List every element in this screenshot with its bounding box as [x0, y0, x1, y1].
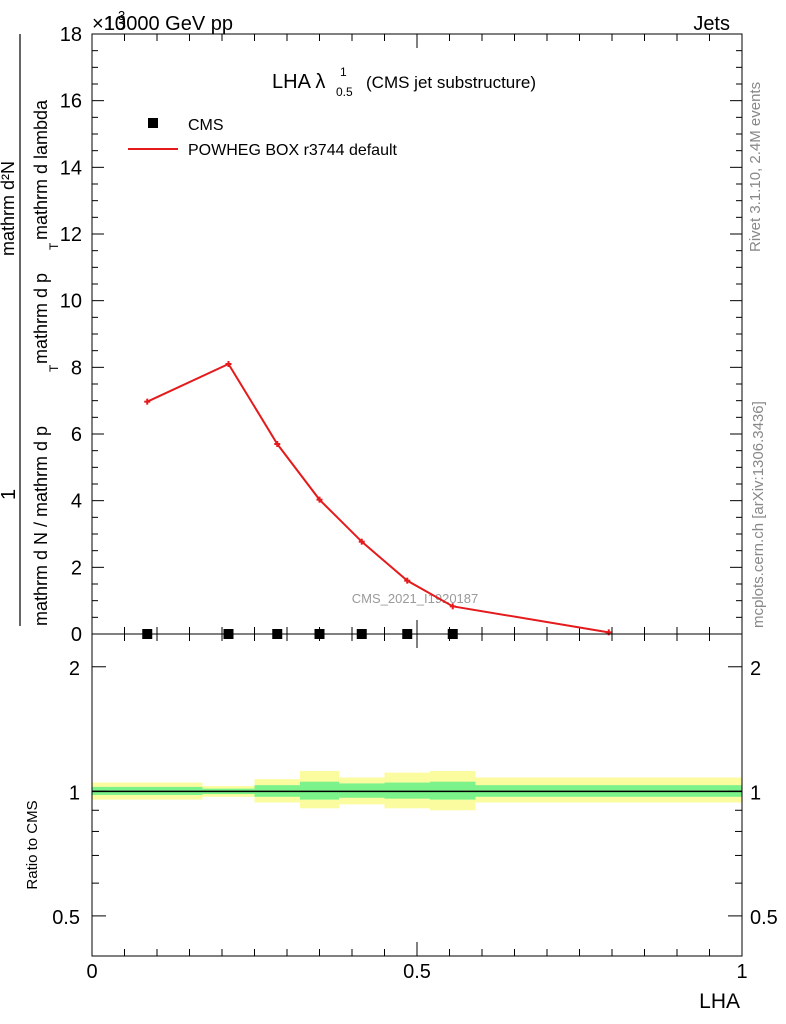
- main-y-tick-label: 2: [71, 557, 82, 579]
- ratio-y-tick-label-left: 2: [69, 658, 80, 680]
- ratio-x-axis: 0 0.5 1: [86, 634, 748, 983]
- y-label-line-3: mathrm d lambda: [31, 99, 51, 240]
- legend: CMS POWHEG BOX r3744 default: [128, 117, 398, 159]
- ratio-y-tick-label-right: 0.5: [750, 907, 778, 929]
- main-plot: 0 2 4 6 8 10 12 14 16 18 CMS_2021_I1920187 LHA λ …: [0, 24, 743, 646]
- y-label-line-2: mathrm d p: [31, 273, 51, 364]
- y-label-line-1: mathrm d N / mathrm d p: [31, 426, 51, 626]
- main-y-tick-label: 10: [60, 291, 82, 313]
- ratio-y-tick-label-right: 2: [750, 658, 761, 680]
- watermark: CMS_2021_I1920187: [352, 591, 479, 606]
- y-label-dn: mathrm d²N: [0, 161, 18, 256]
- main-y-tick-label: 4: [71, 491, 82, 513]
- legend-marker-cms: [148, 118, 158, 128]
- rivet-label: Rivet 3.1.10, 2.4M events: [747, 82, 764, 252]
- powheg-series-line: [146, 362, 609, 634]
- title-main: LHA λ: [272, 71, 325, 93]
- ratio-y-axis: 0.5 0.5 1 1 2 2: [52, 658, 778, 957]
- main-y-tick-label: 6: [71, 424, 82, 446]
- main-y-tick-label: 12: [60, 224, 82, 246]
- ratio-y-label: Ratio to CMS: [24, 800, 41, 889]
- main-y-tick-label: 18: [60, 24, 82, 46]
- x-axis-label: LHA: [699, 990, 740, 1013]
- ratio-y-tick-label-right: 1: [750, 782, 761, 804]
- ratio-y-tick-label-left: 0.5: [52, 907, 80, 929]
- main-y-axis: 0 2 4 6 8 10 12 14 16 18: [60, 24, 742, 646]
- title-sub: 0.5: [336, 85, 353, 99]
- y-label-sub-1: T: [47, 364, 61, 372]
- title-subtitle: (CMS jet substructure): [366, 73, 536, 92]
- ratio-y-tick-label-left: 1: [69, 782, 80, 804]
- energy-label: 13000 GeV pp: [104, 13, 233, 35]
- exponent-label: ×10: [92, 13, 126, 35]
- legend-label-cms: CMS: [188, 117, 224, 134]
- x-tick-label: 1: [736, 961, 747, 983]
- process-label: Jets: [693, 13, 730, 35]
- ratio-band-inner: [339, 783, 385, 798]
- main-y-tick-label: 0: [71, 624, 82, 646]
- exponent-power: 3: [118, 8, 125, 23]
- x-tick-label: 0: [86, 961, 97, 983]
- legend-label-powheg: POWHEG BOX r3744 default: [188, 142, 398, 159]
- chart-title: LHA λ 1 0.5 (CMS jet substructure): [272, 65, 536, 99]
- main-y-tick-label: 14: [60, 157, 82, 179]
- x-tick-label: 0.5: [403, 961, 431, 983]
- main-y-label: 1 mathrm d N / mathrm d p T mathrm d p T…: [0, 34, 61, 626]
- main-y-tick-label: 16: [60, 91, 82, 113]
- mcplots-label: mcplots.cern.ch [arXiv:1306.3436]: [750, 401, 767, 628]
- ratio-plot: 0.5 0.51 12 2 0 0.5 1 Ratio to CMS LHA: [24, 633, 778, 1013]
- main-y-tick-label: 8: [71, 357, 82, 379]
- y-label-numerator: 1: [0, 489, 20, 500]
- y-label-sub-2: T: [47, 242, 61, 250]
- title-super: 1: [340, 65, 347, 79]
